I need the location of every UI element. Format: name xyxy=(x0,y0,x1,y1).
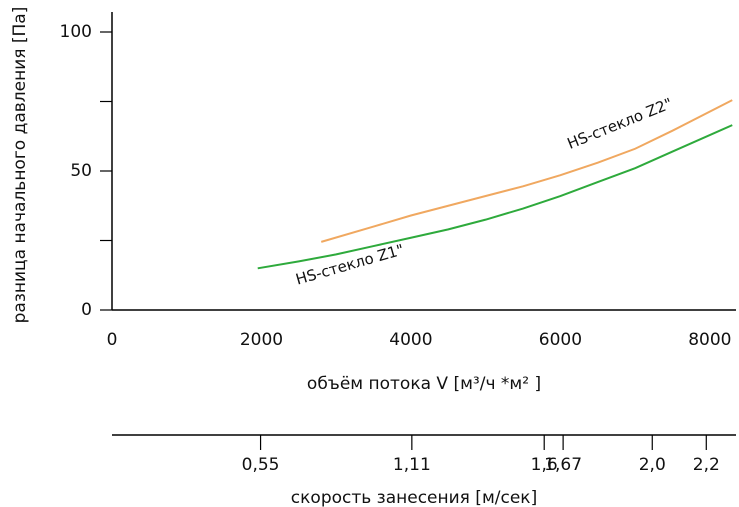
x-tick-label: 2000 xyxy=(240,330,283,350)
x2-tick-label: 0,55 xyxy=(242,455,280,475)
series-annotation: HS-стекло Z2" xyxy=(565,94,675,153)
x2-tick-label: 2,0 xyxy=(639,455,666,475)
x-axis-label: объём потока V [м³/ч *м² ] xyxy=(307,374,541,394)
x2-tick-label: 1,67 xyxy=(544,455,582,475)
y-axis-label: разница начального давления [Па] xyxy=(10,7,30,324)
x-tick-label: 4000 xyxy=(389,330,432,350)
x-tick-label: 6000 xyxy=(539,330,582,350)
series-line xyxy=(320,99,733,243)
y-tick-label: 50 xyxy=(70,161,92,181)
x2-axis-label: скорость занесения [м/сек] xyxy=(291,488,537,507)
x2-tick-label: 2,2 xyxy=(693,455,720,475)
y-tick-label: 100 xyxy=(60,22,92,42)
x-tick-label: 0 xyxy=(107,330,118,350)
series-annotation: HS-стекло Z1" xyxy=(294,240,406,288)
x-tick-label: 8000 xyxy=(688,330,731,350)
series-line xyxy=(257,124,733,270)
x2-tick-label: 1,11 xyxy=(393,455,431,475)
y-tick-label: 0 xyxy=(81,300,92,320)
x2-tick-label: 1,6 xyxy=(531,455,558,475)
